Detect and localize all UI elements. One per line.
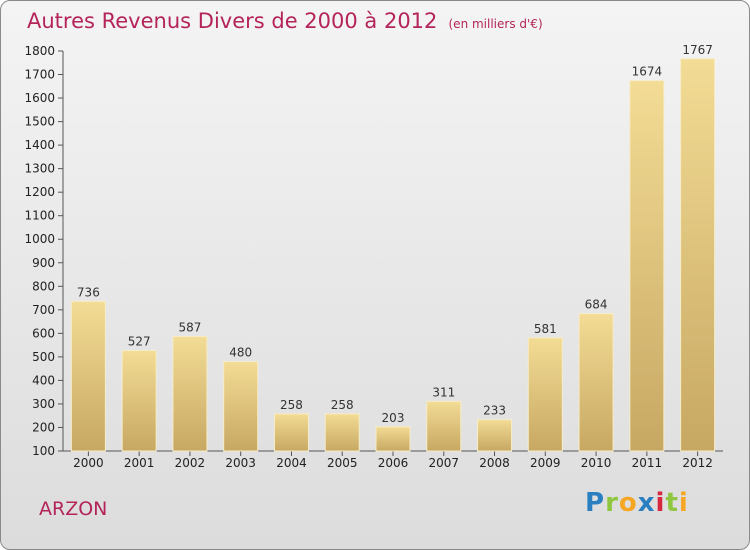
y-tick-label: 1000 bbox=[24, 232, 55, 246]
y-tick-label: 400 bbox=[32, 373, 55, 387]
bar-value-label: 1674 bbox=[632, 65, 663, 79]
logo-letter: i bbox=[678, 488, 689, 518]
x-tick-label: 2000 bbox=[73, 456, 104, 470]
bar-value-label: 527 bbox=[128, 335, 151, 349]
bar bbox=[273, 413, 309, 452]
y-tick-label: 1400 bbox=[24, 138, 55, 152]
bar bbox=[223, 361, 259, 452]
y-tick-label: 1300 bbox=[24, 162, 55, 176]
x-tick-label: 2005 bbox=[327, 456, 358, 470]
bar-value-label: 258 bbox=[280, 398, 303, 412]
proxiti-logo: Proxiti bbox=[585, 488, 689, 518]
logo-letter: t bbox=[665, 488, 679, 518]
x-tick-label: 2004 bbox=[276, 456, 307, 470]
x-axis: 2000 2001 2002 2003 2004 2005 2006 2007 2008 2009… bbox=[63, 450, 723, 470]
bar-value-label: 587 bbox=[178, 320, 201, 334]
y-tick-label: 700 bbox=[32, 303, 55, 317]
y-tick-label: 800 bbox=[32, 279, 55, 293]
bar bbox=[121, 350, 157, 452]
bar bbox=[375, 426, 411, 452]
x-tick-label: 2001 bbox=[124, 456, 155, 470]
logo-letter: i bbox=[655, 488, 666, 518]
bar bbox=[172, 335, 208, 452]
commune-name: ARZON bbox=[39, 498, 108, 520]
x-tick-label: 2002 bbox=[175, 456, 206, 470]
x-tick-label: 2003 bbox=[225, 456, 256, 470]
bar-value-label: 736 bbox=[77, 285, 100, 299]
y-tick-label: 1700 bbox=[24, 68, 55, 82]
y-tick-label: 900 bbox=[32, 256, 55, 270]
bar bbox=[426, 400, 462, 452]
x-tick-label: 2011 bbox=[632, 456, 663, 470]
x-tick-label: 2006 bbox=[378, 456, 409, 470]
x-tick-label: 2010 bbox=[581, 456, 612, 470]
y-tick-label: 1100 bbox=[24, 209, 55, 223]
x-tick-label: 2008 bbox=[479, 456, 510, 470]
y-tick-label: 1600 bbox=[24, 91, 55, 105]
chart-title-text: Autres Revenus Divers de 2000 à 2012 bbox=[27, 9, 438, 33]
bar-value-label: 1767 bbox=[682, 43, 713, 57]
y-tick-label: 1800 bbox=[24, 44, 55, 58]
y-tick-label: 100 bbox=[32, 444, 55, 458]
y-tick-label: 1200 bbox=[24, 185, 55, 199]
bar bbox=[680, 58, 716, 452]
bar-value-label: 258 bbox=[331, 398, 354, 412]
x-tick-label: 2007 bbox=[428, 456, 459, 470]
y-tick-label: 200 bbox=[32, 420, 55, 434]
bar-value-label: 203 bbox=[382, 411, 405, 425]
bar-value-label: 480 bbox=[229, 346, 252, 360]
chart-unit: (en milliers d'€) bbox=[448, 17, 543, 31]
chart-title: Autres Revenus Divers de 2000 à 2012 (en… bbox=[27, 9, 543, 33]
bar-value-label: 581 bbox=[534, 322, 557, 336]
y-tick-label: 300 bbox=[32, 397, 55, 411]
y-tick-label: 1500 bbox=[24, 115, 55, 129]
bar bbox=[578, 313, 614, 452]
bar bbox=[70, 300, 106, 452]
y-axis: 100 200 300 400 500 600 700 800 900 1000 1100 1200 1… bbox=[24, 44, 64, 458]
logo-letter: r bbox=[605, 488, 619, 518]
bar bbox=[477, 419, 513, 452]
bar bbox=[527, 337, 563, 452]
y-tick-label: 600 bbox=[32, 326, 55, 340]
x-tick-label: 2009 bbox=[530, 456, 561, 470]
logo-letter: P bbox=[585, 488, 606, 518]
bar-value-label: 233 bbox=[483, 404, 506, 418]
bar-value-label: 684 bbox=[585, 298, 608, 312]
logo-letter: x bbox=[637, 488, 656, 518]
x-tick-label: 2012 bbox=[682, 456, 713, 470]
y-tick-label: 500 bbox=[32, 350, 55, 364]
logo-letter: o bbox=[618, 488, 638, 518]
bar bbox=[324, 413, 360, 452]
bar-value-label: 311 bbox=[432, 385, 455, 399]
bars: 736 527 587 480 258 258 203 311 233 581 684 1674 176… bbox=[70, 43, 716, 452]
bar bbox=[629, 80, 665, 452]
